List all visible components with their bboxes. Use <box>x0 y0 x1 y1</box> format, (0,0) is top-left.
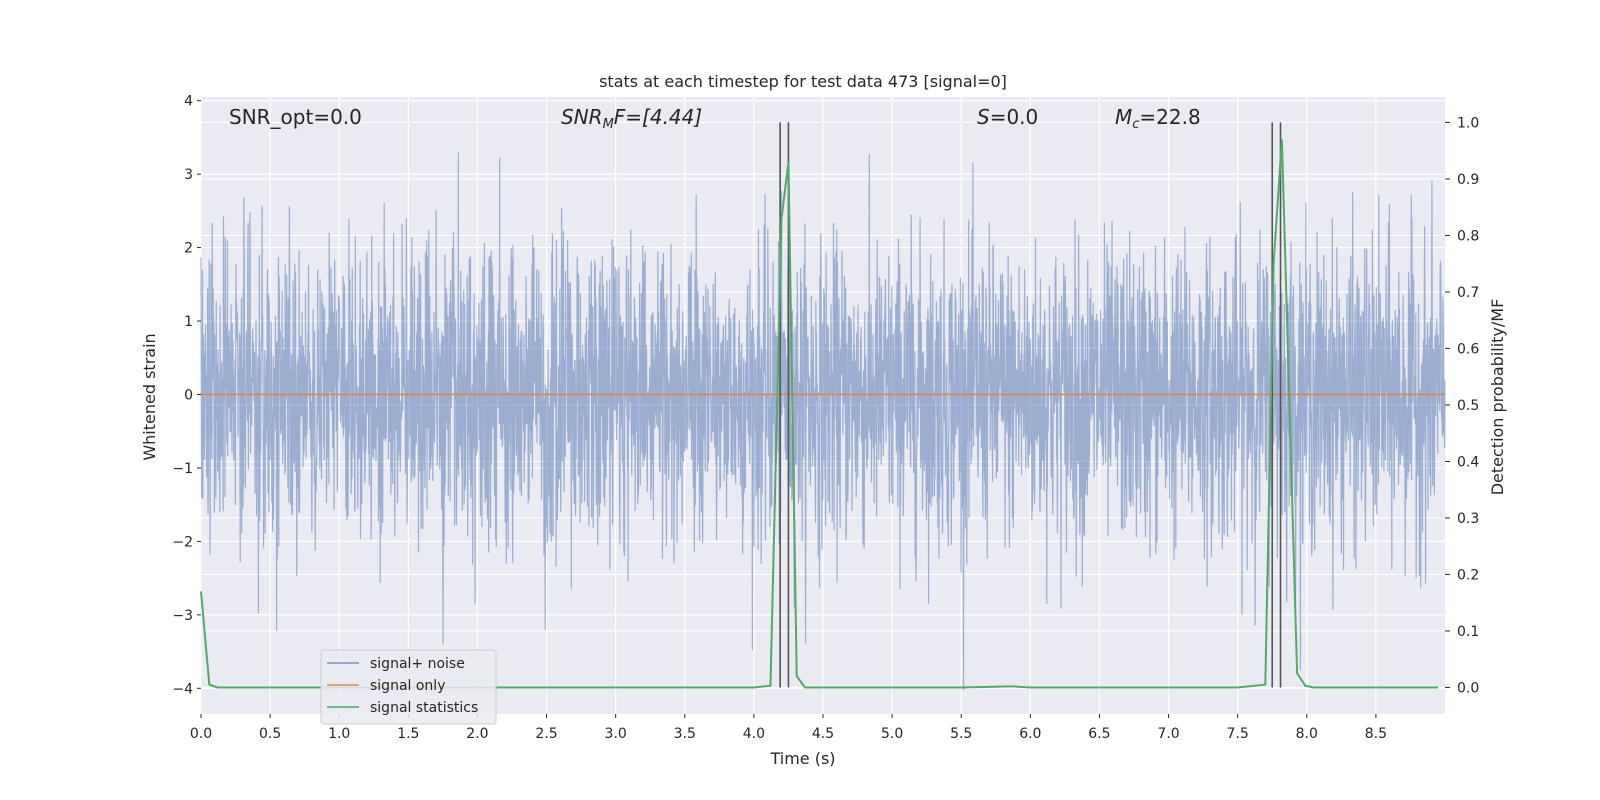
y2-tick-label: 0.1 <box>1457 624 1479 640</box>
x-tick-label: 1.0 <box>328 726 350 742</box>
x-tick-label: 8.5 <box>1365 726 1387 742</box>
legend: signal+ noise signal only signal statist… <box>320 649 497 725</box>
y-tick-label: 1 <box>184 314 193 330</box>
y-tick-label: 0 <box>184 387 193 403</box>
x-tick-label: 7.0 <box>1157 726 1179 742</box>
legend-label-signal-noise: signal+ noise <box>370 656 465 672</box>
x-axis-label: Time (s) <box>769 749 835 768</box>
x-tick-label: 2.5 <box>535 726 557 742</box>
y-axis-label: Whitened strain <box>140 333 159 460</box>
annotation-s: S=0.0 <box>977 105 1038 129</box>
y2-tick-label: 0.5 <box>1457 398 1479 414</box>
x-tick-label: 4.5 <box>812 726 834 742</box>
y2-axis-label: Detection probability/MF <box>1488 299 1507 496</box>
y2-tick-label: 0.6 <box>1457 341 1479 357</box>
y-tick-label: 3 <box>184 167 193 183</box>
y2-tick-label: 0.2 <box>1457 567 1479 583</box>
x-tick-label: 8.0 <box>1296 726 1318 742</box>
y-tick-label: 4 <box>184 94 193 110</box>
x-tick-label: 2.0 <box>466 726 488 742</box>
x-tick-label: 7.5 <box>1227 726 1249 742</box>
x-tick-label: 3.5 <box>674 726 696 742</box>
y-tick-label: −2 <box>172 534 193 550</box>
annotation-mc: Mc=22.8 <box>1115 105 1201 132</box>
y2-tick-label: 0.8 <box>1457 228 1479 244</box>
annotation-snr-opt: SNR_opt=0.0 <box>229 105 362 129</box>
x-tick-label: 4.0 <box>743 726 765 742</box>
legend-box <box>320 649 497 725</box>
x-tick-label: 3.0 <box>605 726 627 742</box>
y2-tick-label: 0.3 <box>1457 511 1479 527</box>
x-tick-label: 1.5 <box>397 726 419 742</box>
noise-trace <box>200 151 1446 690</box>
x-tick-label: 0.5 <box>259 726 281 742</box>
y-tick-label: −3 <box>172 608 193 624</box>
y2-tick-label: 0.0 <box>1457 680 1479 696</box>
series-signal-noise <box>200 151 1446 690</box>
y2-tick-label: 0.9 <box>1457 172 1479 188</box>
y-tick-label: −1 <box>172 461 193 477</box>
axis-ticks: 0.0 0.5 1.0 1.5 2.0 2.5 3.0 3.5 4.0 4.5 5.0 5.5 6.0 6… <box>172 94 1479 742</box>
x-tick-label: 5.5 <box>950 726 972 742</box>
y2-tick-label: 0.7 <box>1457 285 1479 301</box>
y-tick-label: −4 <box>172 681 193 697</box>
y-tick-label: 2 <box>184 241 193 257</box>
legend-label-signal-only: signal only <box>370 678 445 694</box>
chart-title: stats at each timestep for test data 473… <box>599 72 1007 91</box>
x-tick-label: 6.0 <box>1019 726 1041 742</box>
x-tick-label: 0.0 <box>190 726 212 742</box>
x-tick-label: 6.5 <box>1088 726 1110 742</box>
y2-tick-label: 0.4 <box>1457 454 1479 470</box>
y2-tick-label: 1.0 <box>1457 115 1479 131</box>
x-tick-label: 5.0 <box>881 726 903 742</box>
legend-label-signal-statistics: signal statistics <box>370 700 478 716</box>
annotation-snr-mf: SNRMF=[4.44] <box>561 105 702 132</box>
